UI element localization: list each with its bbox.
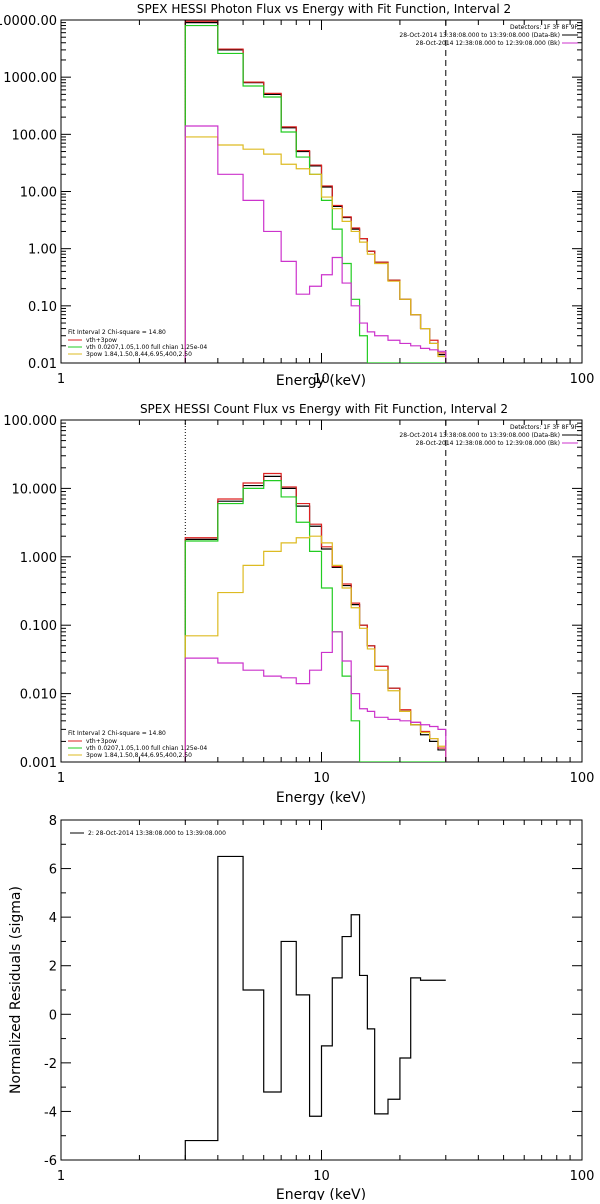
x-axis-label: Energy (keV) — [276, 790, 366, 806]
detectors-label: Detectors: 1F 3F 8F 9F — [510, 24, 579, 31]
y-tick-label: 100.000 — [3, 414, 57, 429]
x-tick-label: 100 — [570, 1169, 595, 1184]
series-line — [184, 22, 447, 363]
series-line — [184, 472, 447, 762]
legend-entry: vth 0.0207,1.05,1.00 full chian 1.25e-04 — [86, 344, 207, 351]
legend-entry: vth+3pow — [86, 738, 117, 745]
series-line — [184, 475, 447, 762]
x-tick-label: 1 — [57, 1169, 65, 1184]
legend-entry: 3pow 1.84,1.50,8.44,6.95,400,2.50 — [86, 752, 192, 759]
time-label-text: 28-Oct-2014 13:38:08.000 to 13:39:08.000… — [399, 32, 560, 39]
series-line — [184, 631, 447, 762]
chart-title: SPEX HESSI Count Flux vs Energy with Fit… — [140, 402, 508, 416]
time-label-text: 28-Oct-2014 12:38:08.000 to 12:39:08.000… — [416, 440, 560, 447]
time-label-data: 28-Oct-2014 13:38:08.000 to 13:39:08.000… — [399, 32, 578, 39]
y-tick-label: 0.10 — [28, 300, 57, 315]
plot-area: 1 10 100 -6 -4 -2 0 2 4 6 8 — [44, 814, 594, 1184]
plot-frame — [60, 419, 583, 763]
x-tick-label: 1 — [57, 372, 65, 387]
y-tick-label: 1.00 — [28, 243, 57, 258]
y-tick-label: 1.000 — [20, 551, 57, 566]
x-tick-label: 100 — [570, 771, 595, 786]
residuals-panel: 1 10 100 -6 -4 -2 0 2 4 6 8 Energy (keV) Normalize… — [8, 814, 594, 1203]
series-line — [184, 24, 446, 363]
y-tick-label: 0.100 — [20, 619, 57, 634]
tick-group: 1 10 100 0.01 0.10 1.00 10.00 100.00 1000.00 1000… — [0, 14, 594, 387]
series-line — [184, 20, 447, 363]
legend: 2: 28-Oct-2014 13:38:08.000 to 13:39:08.… — [70, 830, 226, 837]
y-axis-label: Normalized Residuals (sigma) — [8, 886, 24, 1094]
count-flux-panel: SPEX HESSI Count Flux vs Energy with Fit… — [3, 402, 594, 806]
y-tick-label: 10.000 — [12, 482, 58, 497]
y-tick-label: 6 — [49, 863, 57, 878]
y-tick-label: 1000.00 — [3, 71, 57, 86]
legend-entry: 2: 28-Oct-2014 13:38:08.000 to 13:39:08.… — [88, 830, 226, 837]
tick-group: 1 10 100 -6 -4 -2 0 2 4 6 8 — [44, 814, 594, 1184]
x-tick-label: 10 — [313, 771, 330, 786]
series-group — [184, 855, 446, 1160]
series-line — [184, 480, 446, 762]
series-line — [184, 125, 447, 363]
legend: Fit Interval 2 Chi-square = 14.80 vth+3p… — [68, 730, 207, 759]
x-axis-label: Energy (keV) — [276, 373, 366, 389]
series-group — [184, 420, 447, 762]
y-tick-label: 100.00 — [12, 128, 58, 143]
y-tick-label: 0.010 — [20, 688, 57, 703]
series-line — [184, 855, 446, 1160]
series-line — [184, 136, 447, 363]
plot-area: 1 10 100 0.01 0.10 1.00 10.00 100.00 1000.00 1000… — [0, 14, 594, 387]
legend-entry: vth 0.0207,1.05,1.00 full chian 1.25e-04 — [86, 745, 207, 752]
series-line — [184, 535, 447, 762]
y-tick-label: -6 — [44, 1154, 57, 1169]
y-tick-label: 10.00 — [20, 186, 57, 201]
tick-group: 1 10 100 0.001 0.010 0.100 1.000 10.000 100.000 — [3, 414, 594, 786]
chart-title: SPEX HESSI Photon Flux vs Energy with Fi… — [137, 2, 511, 16]
legend-entry: vth+3pow — [86, 337, 117, 344]
fit-label: Fit Interval 2 Chi-square = 14.80 — [68, 730, 166, 737]
y-tick-label: -2 — [44, 1057, 57, 1072]
time-label-text: 28-Oct-2014 12:38:08.000 to 12:39:08.000… — [416, 40, 560, 47]
time-label-bk: 28-Oct-2014 12:38:08.000 to 12:39:08.000… — [416, 40, 578, 47]
y-tick-label: 10000.00 — [0, 14, 57, 29]
x-tick-label: 1 — [57, 771, 65, 786]
plot-area: 1 10 100 0.001 0.010 0.100 1.000 10.000 100.000 — [3, 414, 594, 786]
time-label-data: 28-Oct-2014 13:38:08.000 to 13:39:08.000… — [399, 432, 578, 439]
detectors-label: Detectors: 1F 3F 8F 9F — [510, 424, 579, 431]
time-label-bk: 28-Oct-2014 12:38:08.000 to 12:39:08.000… — [416, 440, 578, 447]
x-tick-label: 10 — [313, 372, 330, 387]
y-tick-label: 2 — [49, 960, 57, 975]
photon-flux-panel: SPEX HESSI Photon Flux vs Energy with Fi… — [0, 2, 594, 389]
y-tick-label: 0 — [49, 1008, 57, 1023]
legend-entry: 3pow 1.84,1.50,8.44,6.95,400,2.50 — [86, 351, 192, 358]
x-axis-label: Energy (keV) — [276, 1187, 366, 1200]
y-tick-label: -4 — [44, 1105, 57, 1120]
y-tick-label: 8 — [49, 814, 57, 829]
series-group — [184, 20, 447, 363]
time-label-text: 28-Oct-2014 13:38:08.000 to 13:39:08.000… — [399, 432, 560, 439]
y-tick-label: 4 — [49, 911, 57, 926]
legend: Fit Interval 2 Chi-square = 14.80 vth+3p… — [68, 329, 207, 358]
y-tick-label: 0.01 — [28, 357, 57, 372]
y-tick-label: 0.001 — [20, 756, 57, 771]
x-tick-label: 10 — [313, 1169, 330, 1184]
x-tick-label: 100 — [570, 372, 595, 387]
fit-label: Fit Interval 2 Chi-square = 14.80 — [68, 329, 166, 336]
